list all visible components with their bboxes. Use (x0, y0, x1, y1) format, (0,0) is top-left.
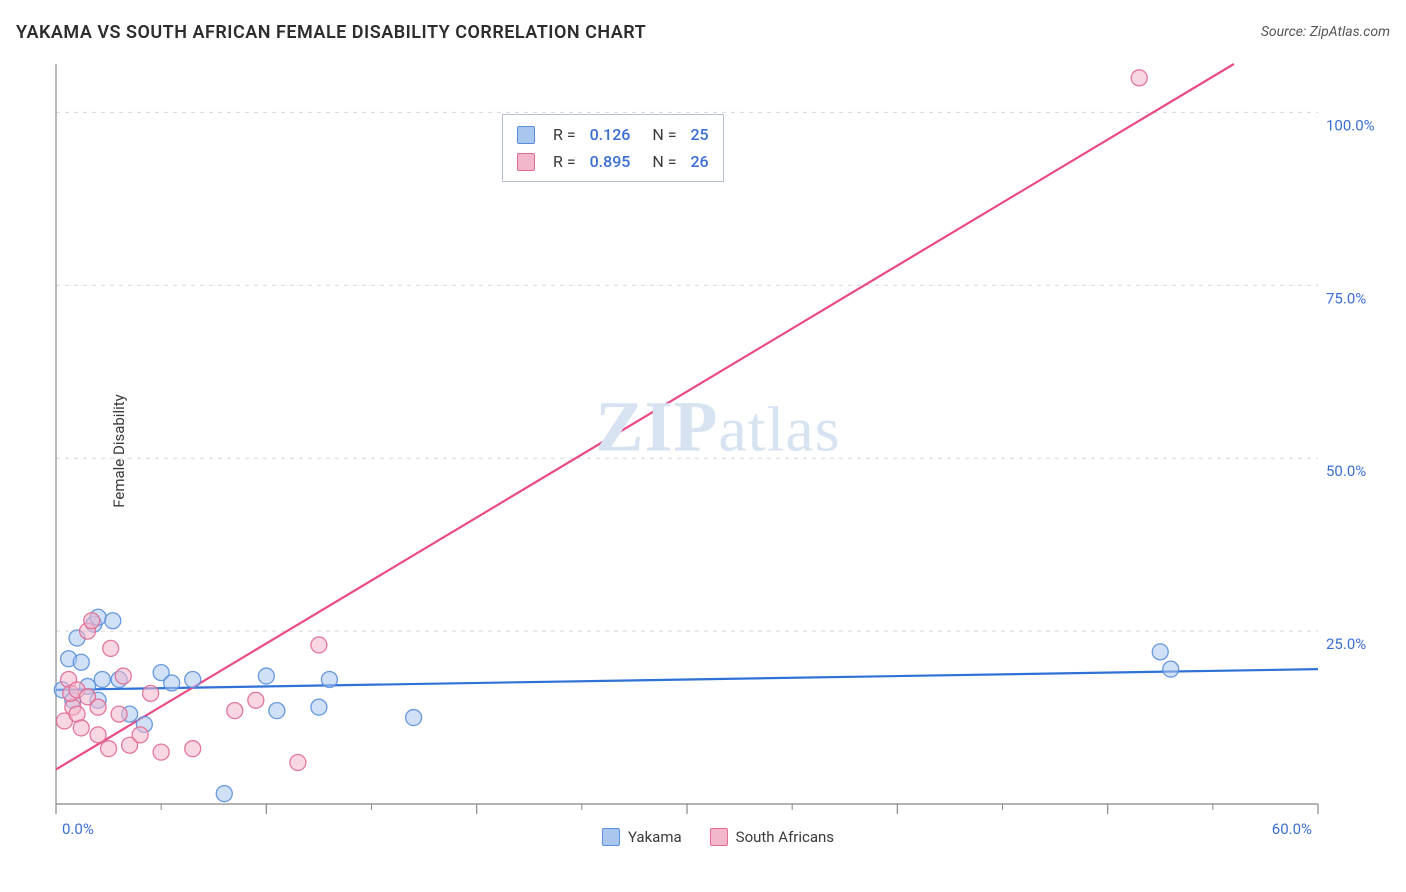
stats-legend: R = 0.126 N = 25R = 0.895 N = 26 (502, 114, 724, 182)
legend-item: Yakama (602, 828, 682, 846)
svg-text:50.0%: 50.0% (1326, 462, 1366, 480)
stats-legend-row: R = 0.895 N = 26 (517, 148, 709, 175)
svg-text:75.0%: 75.0% (1326, 289, 1366, 307)
source-label: Source: ZipAtlas.com (1261, 24, 1390, 40)
y-axis-label: Female Disability (110, 394, 128, 508)
stats-legend-row: R = 0.126 N = 25 (517, 121, 709, 148)
legend-item: South Africans (710, 828, 834, 846)
svg-text:0.0%: 0.0% (62, 820, 94, 838)
chart-area: 0.0%60.0%25.0%50.0%75.0%100.0% ZIPatlas … (48, 56, 1388, 846)
chart-title: YAKAMA VS SOUTH AFRICAN FEMALE DISABILIT… (16, 22, 646, 43)
svg-text:100.0%: 100.0% (1326, 116, 1375, 134)
svg-text:60.0%: 60.0% (1272, 820, 1312, 838)
series-legend: Yakama South Africans (602, 828, 834, 846)
svg-text:25.0%: 25.0% (1326, 635, 1366, 653)
